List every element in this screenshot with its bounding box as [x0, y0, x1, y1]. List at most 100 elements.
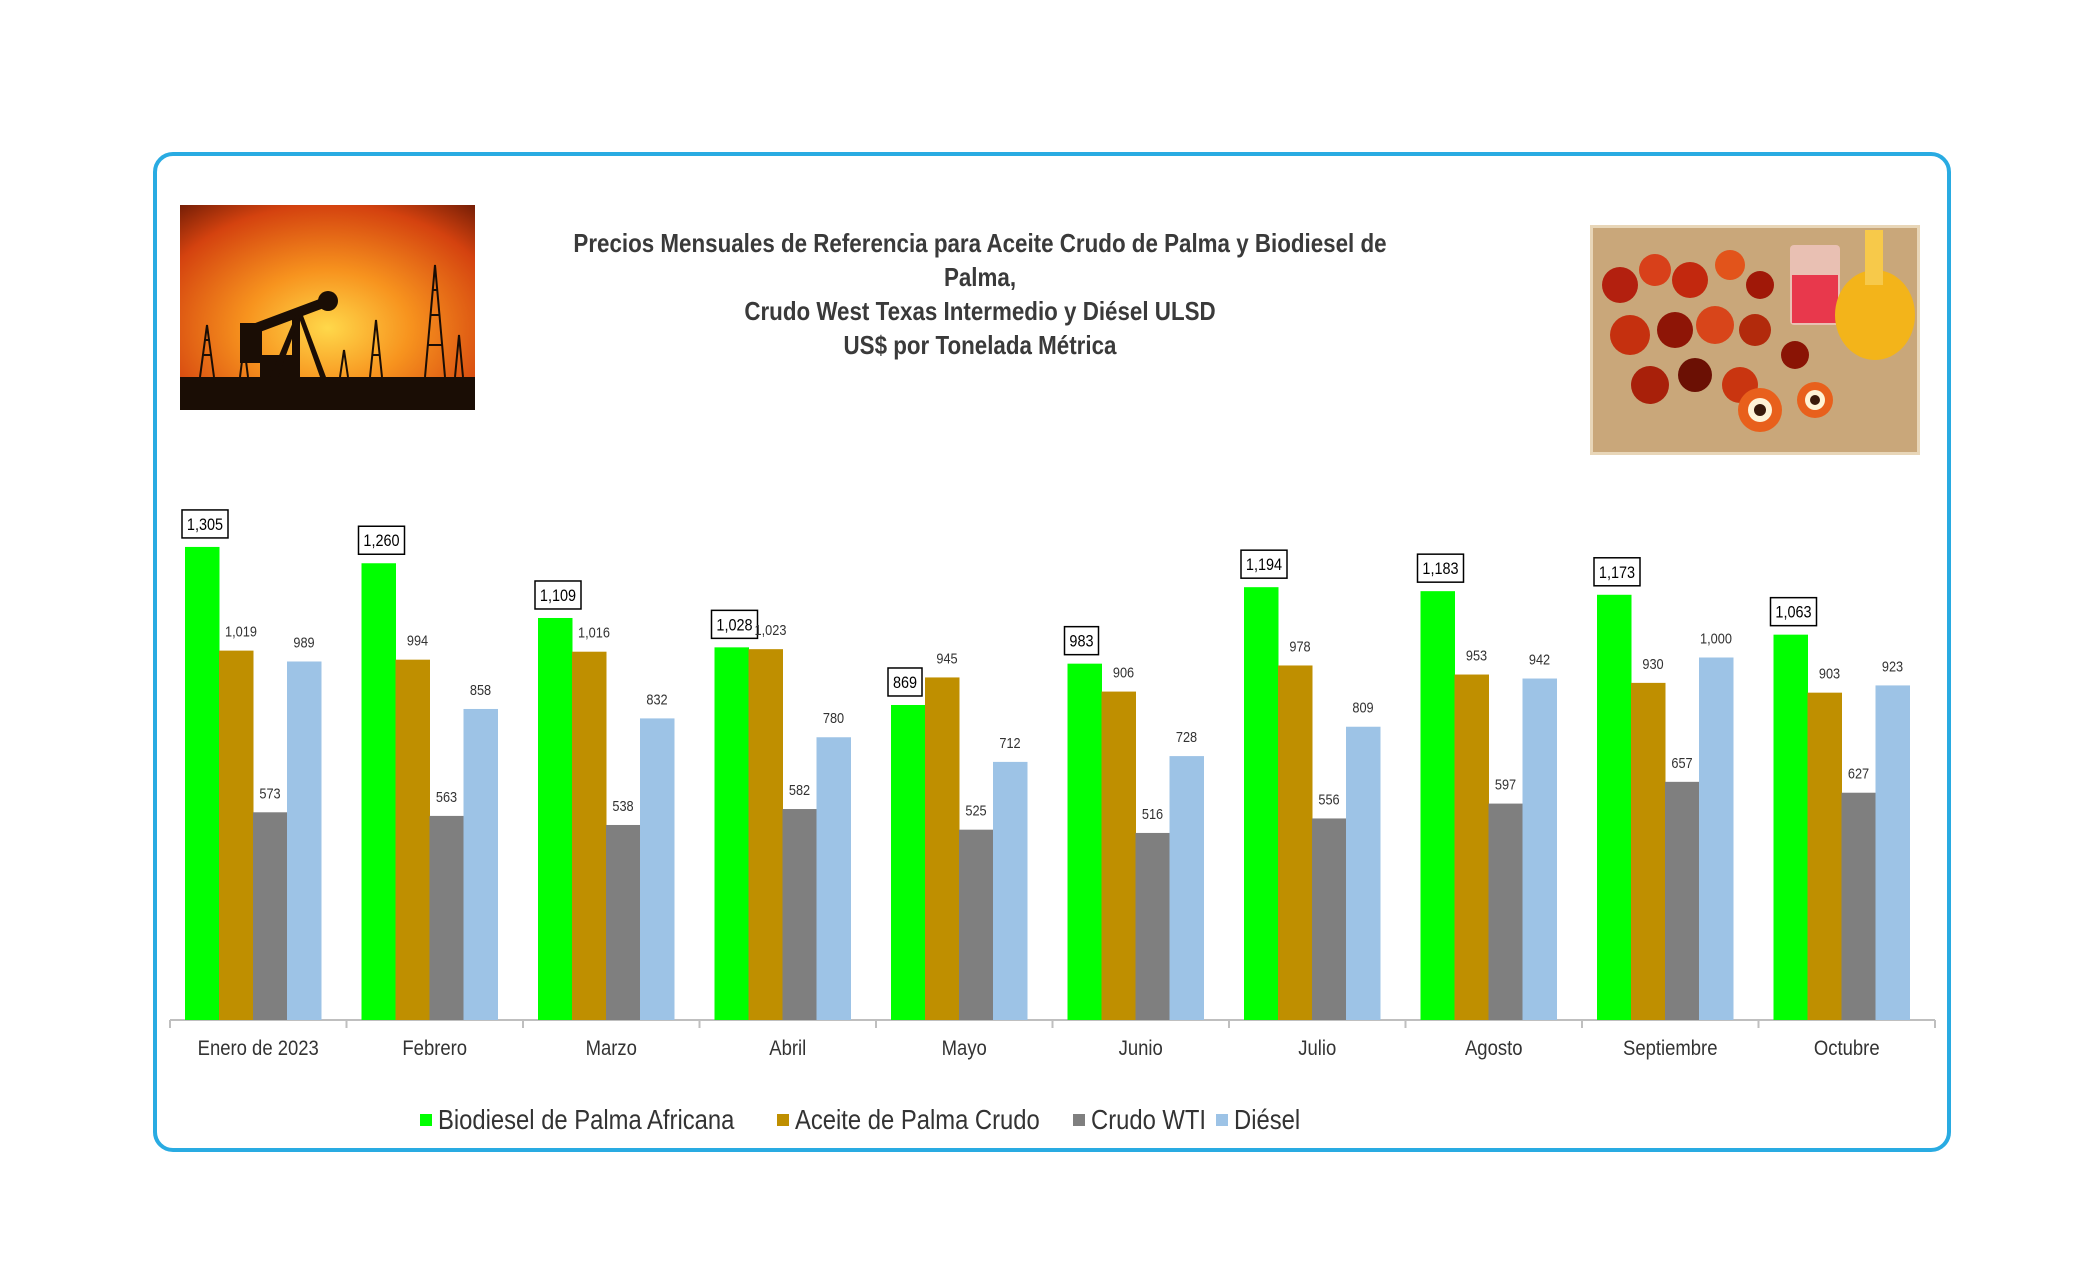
bar [538, 617, 573, 1020]
bar [253, 812, 288, 1020]
data-label: 869 [893, 674, 917, 692]
data-label: 978 [1289, 637, 1310, 654]
data-label: 657 [1671, 754, 1692, 771]
x-tick-label: Mayo [942, 1037, 987, 1060]
legend-label: Aceite de Palma Crudo [794, 1104, 1040, 1135]
legend-item: Aceite de Palma Crudo [776, 1104, 1043, 1136]
data-label-box [534, 580, 582, 610]
data-label: 573 [259, 784, 280, 801]
bar [1244, 587, 1279, 1020]
bar [572, 651, 607, 1020]
bar [816, 737, 851, 1020]
data-label: 516 [1142, 805, 1163, 822]
bar [1807, 692, 1842, 1020]
data-label: 1,019 [225, 623, 257, 640]
data-label-box [710, 609, 759, 640]
chart-title: Precios Mensuales de Referencia para Ace… [480, 226, 1480, 362]
bar [714, 647, 749, 1020]
data-label: 1,260 [363, 532, 399, 550]
bar [429, 815, 464, 1020]
data-label: 712 [999, 734, 1020, 751]
data-label: 989 [293, 633, 314, 650]
bar [1067, 663, 1102, 1020]
data-label-box [1240, 549, 1288, 579]
data-label-box [1416, 553, 1465, 583]
data-label: 1,109 [540, 587, 576, 605]
bar [640, 718, 675, 1020]
x-tick-label: Agosto [1465, 1037, 1523, 1060]
data-label-box [887, 667, 923, 697]
data-label-box [1593, 557, 1641, 587]
bar [1101, 691, 1136, 1020]
legend-item: Diésel [1215, 1104, 1300, 1136]
data-label: 1,305 [187, 516, 223, 534]
data-label: 1,183 [1422, 560, 1458, 578]
bar [395, 659, 430, 1020]
data-label: 525 [965, 802, 986, 819]
data-label: 597 [1495, 776, 1516, 793]
bar [959, 829, 994, 1020]
x-tick-label: Junio [1119, 1037, 1163, 1060]
x-tick-label: Enero de 2023 [198, 1037, 319, 1060]
x-tick-label: Abril [769, 1037, 806, 1060]
legend-item: Crudo WTI [1072, 1104, 1206, 1136]
legend-label: Diésel [1233, 1104, 1301, 1135]
data-label: 1,016 [578, 624, 610, 641]
data-label: 832 [646, 690, 667, 707]
legend-swatch [776, 1114, 789, 1126]
legend-item: Biodiesel de Palma Africana [420, 1104, 747, 1136]
bar [1346, 726, 1381, 1020]
data-label-box [181, 509, 229, 539]
legend: Biodiesel de Palma Africana Aceite de Pal… [420, 1100, 1300, 1140]
data-label: 627 [1848, 765, 1869, 782]
x-tick-label: Marzo [586, 1037, 637, 1060]
x-tick-label: Octubre [1814, 1037, 1880, 1060]
data-label: 780 [823, 709, 844, 726]
legend-swatch [1215, 1114, 1228, 1126]
data-label: 994 [407, 632, 428, 649]
data-label: 1,023 [755, 621, 787, 638]
bar [1169, 756, 1204, 1020]
x-tick-label: Septiembre [1623, 1037, 1717, 1060]
data-label: 563 [436, 788, 457, 805]
bar [993, 761, 1028, 1020]
palm-oil-photo [1590, 225, 1920, 455]
bar [1875, 685, 1910, 1020]
data-label: 930 [1642, 655, 1663, 672]
bar [1278, 665, 1313, 1020]
bar [1631, 682, 1666, 1020]
data-label: 903 [1819, 665, 1840, 682]
data-label: 1,028 [716, 616, 752, 634]
bar [219, 650, 254, 1020]
bar [1312, 818, 1347, 1020]
bar [925, 677, 960, 1020]
bar [1665, 781, 1700, 1020]
bar [1522, 678, 1557, 1020]
legend-swatch [1072, 1114, 1085, 1126]
bar [1597, 594, 1632, 1020]
bar [463, 708, 498, 1020]
data-label: 858 [470, 681, 491, 698]
bar [782, 809, 817, 1020]
bar [1773, 634, 1808, 1020]
bar [361, 563, 396, 1020]
data-label-box [1769, 596, 1818, 627]
data-label: 582 [789, 781, 810, 798]
data-label: 728 [1176, 728, 1197, 745]
legend-label: Biodiesel de Palma Africana [438, 1104, 735, 1135]
data-label-box [357, 525, 406, 555]
data-label-box [1063, 625, 1100, 656]
legend-label: Crudo WTI [1090, 1104, 1206, 1135]
bar [891, 704, 926, 1020]
bar [1454, 674, 1489, 1020]
data-label: 1,000 [1700, 629, 1732, 646]
data-label: 945 [936, 649, 957, 666]
data-label: 923 [1882, 657, 1903, 674]
data-label: 942 [1529, 651, 1550, 668]
title-line: US$ por Tonelada Métrica [843, 330, 1117, 360]
data-label: 1,194 [1246, 556, 1282, 574]
oil-pump-photo [180, 205, 475, 410]
data-label: 906 [1113, 664, 1134, 681]
data-label: 556 [1318, 790, 1339, 807]
